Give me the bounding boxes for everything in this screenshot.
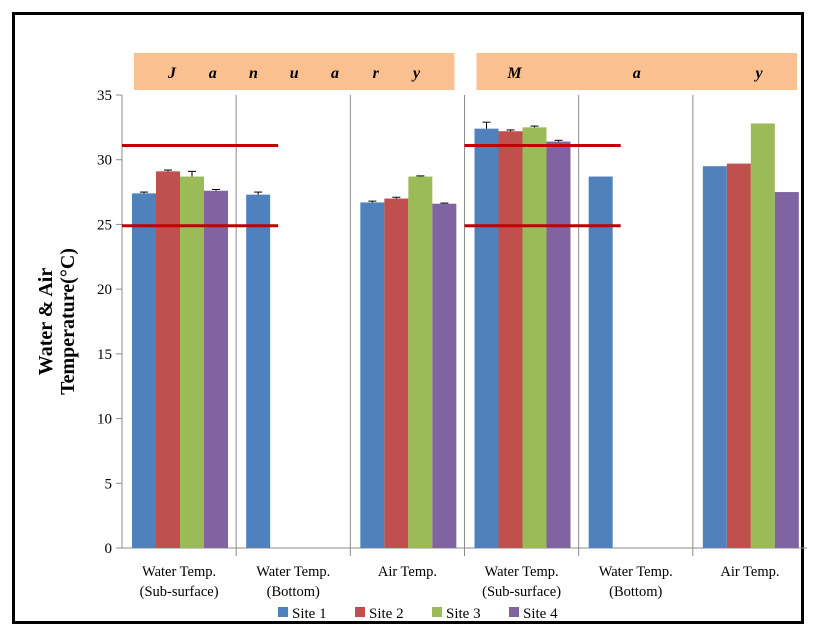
y-tick-label: 30 — [97, 153, 112, 169]
month-letter: a — [209, 65, 217, 82]
category-label-line2: (Sub-surface) — [140, 584, 219, 600]
y-tick-label: 25 — [97, 217, 112, 233]
legend-swatch — [278, 607, 288, 617]
bar — [432, 203, 457, 548]
legend-swatch — [432, 607, 442, 617]
bar — [702, 166, 727, 548]
month-letter: r — [373, 65, 380, 82]
category-label-line2: (Bottom) — [267, 584, 320, 600]
category-label-line2: (Bottom) — [609, 584, 662, 600]
bar — [474, 128, 499, 548]
month-letter: u — [290, 65, 299, 82]
bar — [132, 193, 156, 548]
month-letter: n — [249, 65, 258, 82]
bar — [588, 176, 613, 549]
bar — [774, 192, 799, 549]
month-letter: M — [506, 65, 522, 82]
bar — [246, 194, 271, 548]
category-label: Water Temp. — [485, 564, 559, 580]
bar — [156, 171, 180, 548]
category-label: Water Temp. — [256, 564, 330, 580]
category-label: Water Temp. — [142, 564, 216, 580]
month-letter: a — [331, 65, 339, 82]
bar — [204, 190, 228, 548]
category-label-line2: (Sub-surface) — [482, 584, 561, 600]
bar — [408, 176, 433, 549]
y-tick-label: 10 — [97, 412, 112, 428]
month-band — [134, 53, 455, 90]
month-band — [476, 53, 797, 90]
y-axis-title-line2: Temperature(°C) — [57, 248, 79, 395]
category-label: Air Temp. — [378, 564, 437, 580]
y-tick-label: 20 — [97, 282, 112, 298]
category-label: Water Temp. — [599, 564, 673, 580]
month-letter: y — [411, 65, 421, 82]
bar — [384, 198, 409, 549]
bar — [522, 127, 547, 548]
legend-label: Site 2 — [369, 606, 404, 622]
y-tick-label: 5 — [105, 476, 113, 492]
bar — [498, 131, 523, 549]
legend-swatch — [509, 607, 519, 617]
bar — [360, 202, 385, 548]
legend-swatch — [355, 607, 365, 617]
legend-label: Site 1 — [292, 606, 327, 622]
bar — [546, 141, 571, 548]
legend-label: Site 4 — [523, 606, 558, 622]
month-letter: J — [167, 65, 177, 82]
y-tick-label: 15 — [97, 347, 112, 363]
month-letter: a — [633, 65, 641, 82]
y-axis-title-line1: Water & Air — [35, 268, 57, 376]
month-letter: y — [753, 65, 763, 82]
legend-label: Site 3 — [446, 606, 481, 622]
bar — [726, 163, 751, 548]
category-label: Air Temp. — [720, 564, 779, 580]
bar — [750, 123, 775, 548]
y-tick-label: 35 — [97, 88, 112, 104]
y-tick-label: 0 — [105, 541, 113, 557]
bar — [180, 176, 204, 549]
